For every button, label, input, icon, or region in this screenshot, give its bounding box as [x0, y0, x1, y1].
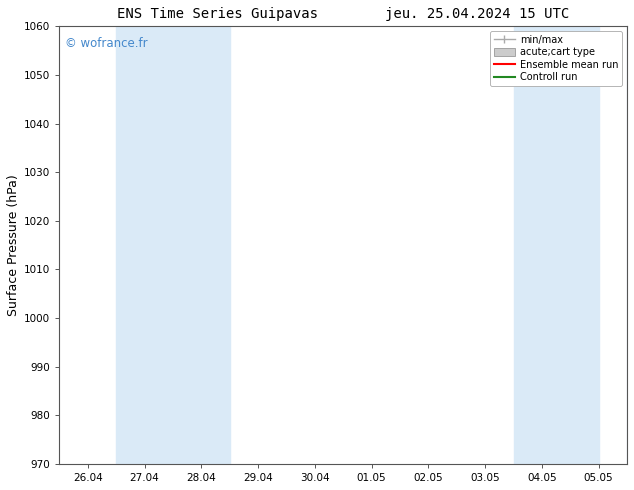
Text: © wofrance.fr: © wofrance.fr [65, 37, 148, 50]
Bar [627, 26, 634, 464]
Y-axis label: Surface Pressure (hPa): Surface Pressure (hPa) [7, 174, 20, 316]
Bar [116, 26, 230, 464]
Legend: min/max, acute;cart type, Ensemble mean run, Controll run: min/max, acute;cart type, Ensemble mean … [489, 31, 622, 86]
Bar [514, 26, 598, 464]
Title: ENS Time Series Guipavas        jeu. 25.04.2024 15 UTC: ENS Time Series Guipavas jeu. 25.04.2024… [117, 7, 569, 21]
